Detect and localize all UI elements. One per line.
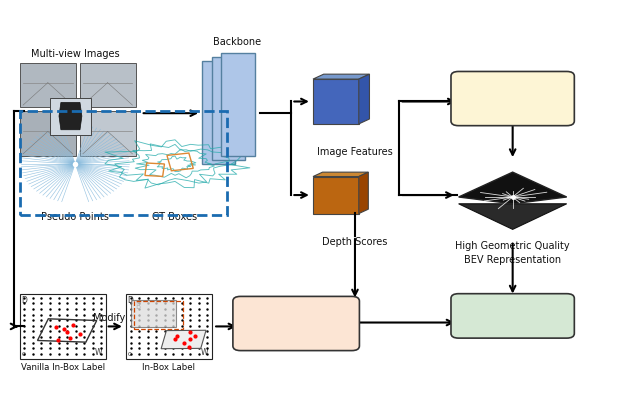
- Text: Image Features: Image Features: [317, 147, 393, 157]
- FancyBboxPatch shape: [131, 300, 176, 327]
- Text: D: D: [21, 296, 27, 305]
- Text: D: D: [127, 296, 133, 305]
- Text: In-Box Label: In-Box Label: [143, 363, 195, 372]
- FancyBboxPatch shape: [79, 111, 136, 156]
- FancyBboxPatch shape: [233, 296, 360, 351]
- Text: W: W: [201, 348, 209, 357]
- Text: Radial-Cartesian
BEV Sampling: Radial-Cartesian BEV Sampling: [472, 87, 553, 111]
- FancyBboxPatch shape: [20, 111, 76, 156]
- Text: GT Boxes: GT Boxes: [152, 212, 198, 222]
- Polygon shape: [313, 172, 369, 177]
- Polygon shape: [161, 330, 206, 349]
- FancyBboxPatch shape: [20, 294, 106, 359]
- FancyBboxPatch shape: [79, 63, 136, 107]
- FancyBboxPatch shape: [221, 53, 255, 156]
- Text: Pseudo Points: Pseudo Points: [41, 212, 109, 222]
- Polygon shape: [313, 79, 359, 124]
- FancyBboxPatch shape: [126, 294, 212, 359]
- Text: Centroid-Aware
Inner Loss: Centroid-Aware Inner Loss: [259, 310, 333, 335]
- FancyBboxPatch shape: [202, 61, 236, 164]
- Text: Depth Scores: Depth Scores: [323, 237, 388, 247]
- Polygon shape: [459, 204, 566, 229]
- Text: A: A: [187, 342, 192, 350]
- Text: Backbone: Backbone: [213, 37, 261, 47]
- Polygon shape: [313, 177, 359, 214]
- Text: Detection: Detection: [489, 311, 536, 321]
- Polygon shape: [459, 172, 566, 204]
- Text: B: B: [135, 302, 140, 311]
- FancyBboxPatch shape: [212, 57, 245, 160]
- Polygon shape: [59, 102, 82, 130]
- FancyBboxPatch shape: [451, 294, 574, 338]
- Polygon shape: [313, 74, 369, 79]
- Text: 0: 0: [127, 352, 131, 357]
- FancyBboxPatch shape: [50, 98, 91, 135]
- Text: W: W: [95, 348, 102, 357]
- Text: Modify: Modify: [93, 312, 125, 323]
- FancyBboxPatch shape: [451, 71, 574, 126]
- Polygon shape: [359, 172, 369, 214]
- Text: 0: 0: [21, 352, 25, 357]
- Text: Multi-view Images: Multi-view Images: [31, 48, 120, 59]
- FancyBboxPatch shape: [20, 63, 76, 107]
- Text: Vanilla In-Box Label: Vanilla In-Box Label: [20, 363, 105, 372]
- Polygon shape: [359, 74, 369, 124]
- Text: High Geometric Quality
BEV Representation: High Geometric Quality BEV Representatio…: [455, 241, 570, 265]
